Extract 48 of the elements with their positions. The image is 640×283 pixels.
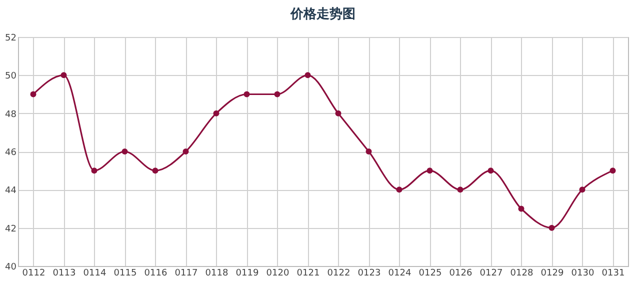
point bbox=[244, 91, 250, 98]
y-tick-label: 46 bbox=[5, 148, 17, 158]
point bbox=[152, 168, 158, 174]
x-tick-label: 0129 bbox=[540, 268, 564, 278]
x-tick-label: 0113 bbox=[52, 268, 76, 278]
point bbox=[60, 72, 67, 78]
point bbox=[366, 148, 372, 154]
point bbox=[304, 72, 311, 78]
x-tick-label: 0120 bbox=[266, 268, 290, 278]
x-tick-label: 0125 bbox=[418, 268, 442, 278]
point bbox=[91, 168, 98, 174]
x-tick-label: 0115 bbox=[114, 268, 137, 278]
point bbox=[488, 168, 494, 174]
x-tick-label: 0119 bbox=[236, 268, 259, 278]
point bbox=[182, 148, 189, 154]
y-tick-label: 40 bbox=[5, 262, 17, 272]
x-tick-label: 0112 bbox=[22, 268, 46, 278]
x-tick-label: 0128 bbox=[510, 268, 534, 278]
x-tick-label: 0126 bbox=[449, 268, 472, 278]
point bbox=[274, 91, 280, 98]
x-tick-label: 0127 bbox=[480, 268, 503, 278]
point bbox=[426, 168, 433, 174]
x-tick-label: 0117 bbox=[174, 268, 198, 278]
point bbox=[518, 206, 524, 212]
y-tick-label: 44 bbox=[5, 186, 17, 196]
x-tick-label: 0130 bbox=[571, 268, 594, 278]
chart-title: 价格走势图 bbox=[290, 6, 356, 22]
point bbox=[548, 224, 555, 231]
x-tick-label: 0114 bbox=[83, 268, 106, 278]
point bbox=[335, 110, 342, 116]
x-tick-label: 0123 bbox=[358, 268, 381, 278]
x-tick-label: 0116 bbox=[144, 268, 168, 278]
y-tick-label: 42 bbox=[5, 224, 16, 234]
point bbox=[213, 110, 220, 116]
point bbox=[579, 186, 586, 193]
y-tick-label: 50 bbox=[5, 72, 17, 82]
x-tick-label: 0122 bbox=[327, 268, 350, 278]
x-tick-label: 0124 bbox=[388, 268, 412, 278]
point bbox=[457, 186, 464, 193]
y-tick-label: 52 bbox=[5, 34, 16, 44]
x-tick-label: 0131 bbox=[602, 268, 625, 278]
point bbox=[610, 168, 616, 174]
point bbox=[122, 148, 128, 154]
x-tick-label: 0118 bbox=[205, 268, 228, 278]
x-tick-label: 0121 bbox=[296, 268, 320, 278]
y-tick-label: 48 bbox=[5, 110, 17, 120]
point bbox=[396, 186, 402, 193]
point bbox=[30, 91, 36, 98]
